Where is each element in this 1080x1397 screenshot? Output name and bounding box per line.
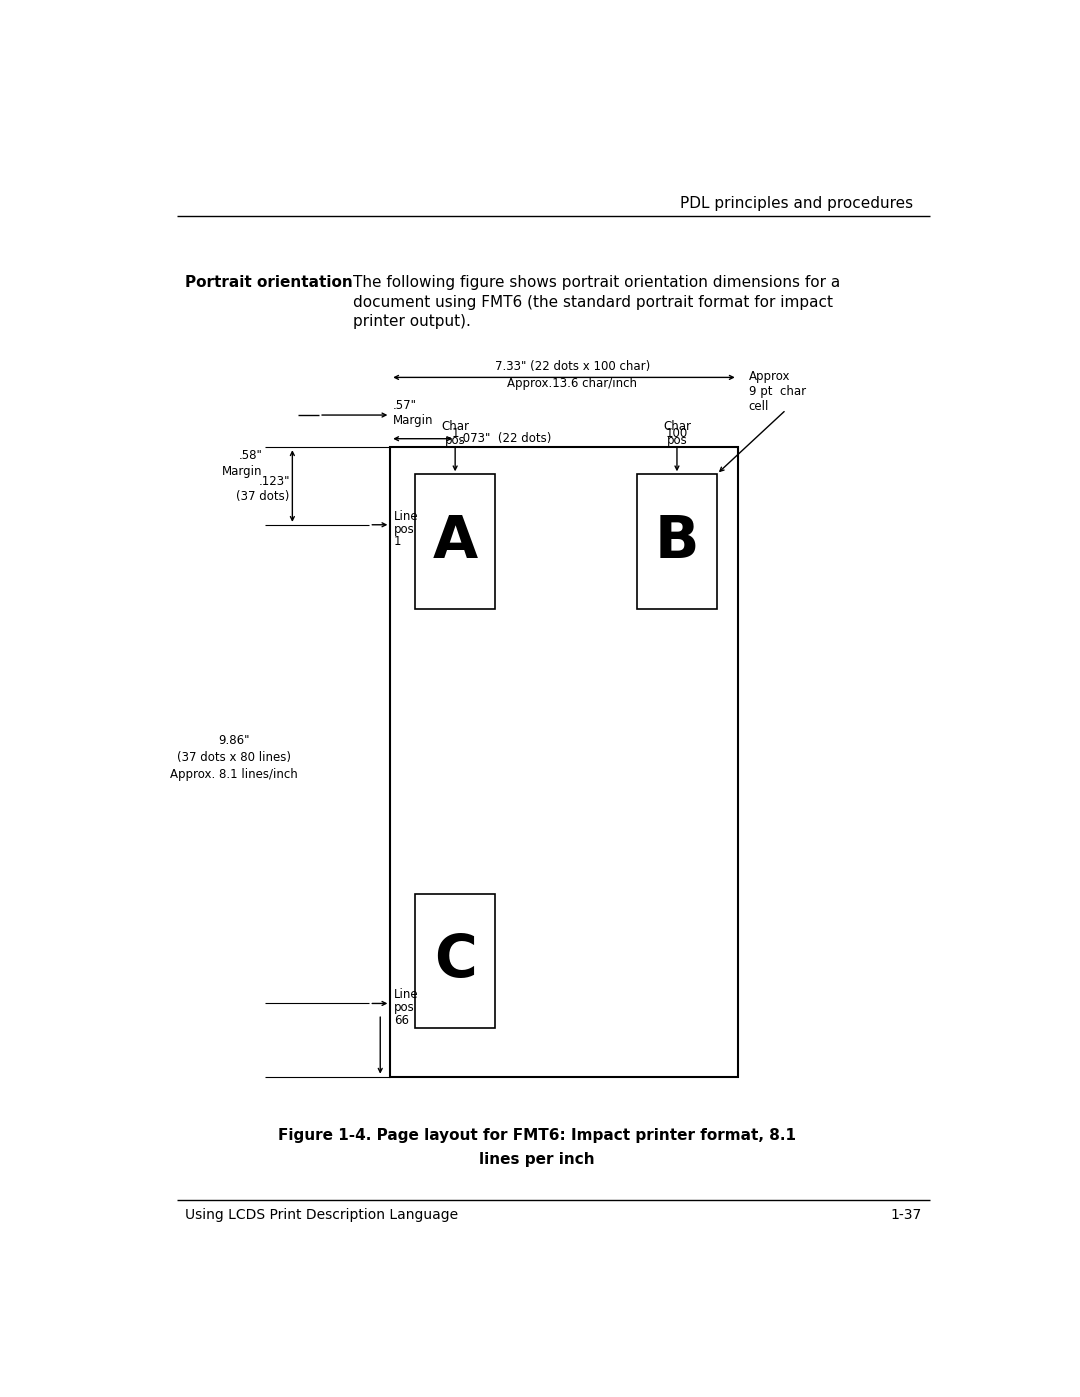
Text: The following figure shows portrait orientation dimensions for a: The following figure shows portrait orie… <box>352 275 840 291</box>
Bar <box>416 894 495 1028</box>
Text: Approx. 8.1 lines/inch: Approx. 8.1 lines/inch <box>170 768 298 781</box>
Text: 66: 66 <box>393 1014 408 1027</box>
Text: 1: 1 <box>451 427 459 440</box>
Text: printer output).: printer output). <box>352 314 471 328</box>
Bar <box>637 474 717 609</box>
Text: .58": .58" <box>239 450 262 462</box>
Text: cell: cell <box>748 400 769 414</box>
Text: 9 pt  char: 9 pt char <box>748 384 806 398</box>
Text: Using LCDS Print Description Language: Using LCDS Print Description Language <box>186 1208 458 1222</box>
Text: lines per inch: lines per inch <box>478 1153 595 1166</box>
Text: Margin: Margin <box>393 414 433 427</box>
Text: C: C <box>434 932 476 989</box>
Text: (37 dots): (37 dots) <box>237 490 289 503</box>
Text: .123": .123" <box>258 475 289 488</box>
Text: (37 dots x 80 lines): (37 dots x 80 lines) <box>177 752 291 764</box>
Text: .57": .57" <box>393 398 417 412</box>
Text: 9.86": 9.86" <box>218 733 249 747</box>
Text: Figure 1-4. Page layout for FMT6: Impact printer format, 8.1: Figure 1-4. Page layout for FMT6: Impact… <box>278 1129 796 1143</box>
Text: pos: pos <box>445 434 465 447</box>
Text: 100: 100 <box>666 427 688 440</box>
Text: pos: pos <box>393 1002 415 1014</box>
Text: document using FMT6 (the standard portrait format for impact: document using FMT6 (the standard portra… <box>352 295 833 310</box>
Text: Approx.13.6 char/inch: Approx.13.6 char/inch <box>508 377 637 390</box>
Text: pos: pos <box>666 434 687 447</box>
Bar <box>416 474 495 609</box>
Text: A: A <box>433 513 477 570</box>
Text: pos: pos <box>393 522 415 535</box>
Bar <box>390 447 738 1077</box>
Text: .073"  (22 dots): .073" (22 dots) <box>459 432 551 446</box>
Text: Line: Line <box>393 988 418 1002</box>
Text: Line: Line <box>393 510 418 522</box>
Text: B: B <box>654 513 699 570</box>
Text: 1-37: 1-37 <box>891 1208 922 1222</box>
Text: Approx: Approx <box>748 370 791 383</box>
Text: 1: 1 <box>393 535 401 549</box>
Text: Margin: Margin <box>221 465 262 478</box>
Text: PDL principles and procedures: PDL principles and procedures <box>680 196 914 211</box>
Text: Char: Char <box>663 420 691 433</box>
Text: 7.33" (22 dots x 100 char): 7.33" (22 dots x 100 char) <box>495 360 650 373</box>
Text: Char: Char <box>441 420 469 433</box>
Text: Portrait orientation: Portrait orientation <box>186 275 353 291</box>
